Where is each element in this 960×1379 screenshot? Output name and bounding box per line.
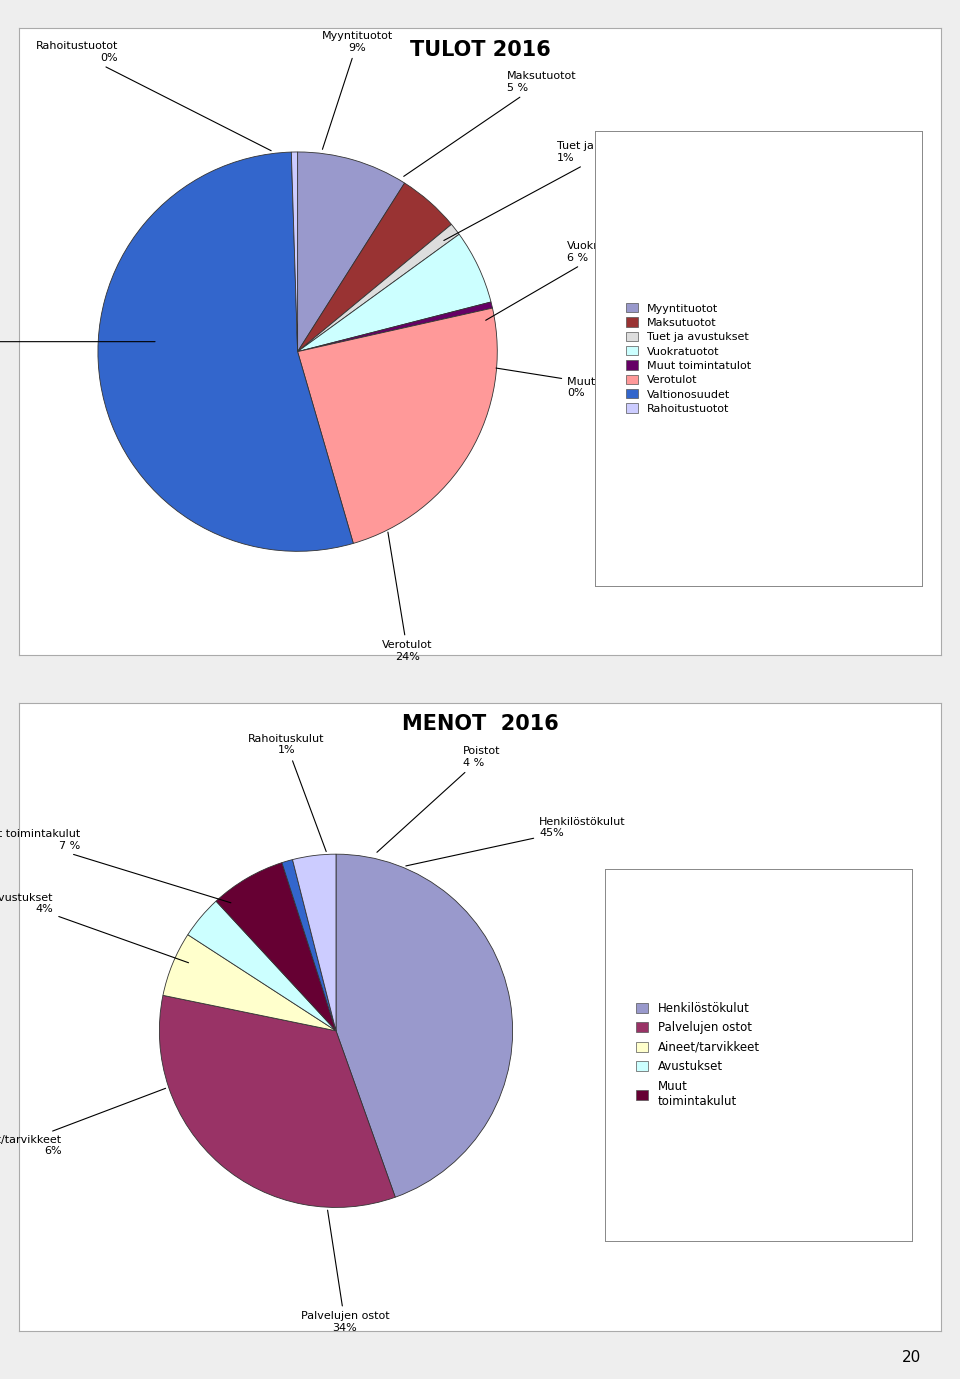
Legend: Henkilöstökulut, Palvelujen ostot, Aineet/tarvikkeet, Avustukset, Muut
toimintak: Henkilöstökulut, Palvelujen ostot, Ainee… (626, 993, 770, 1117)
Text: Myyntituotot
9%: Myyntituotot 9% (322, 32, 394, 149)
Wedge shape (298, 225, 459, 352)
Text: 20: 20 (902, 1350, 922, 1365)
Text: Maksutuotot
5 %: Maksutuotot 5 % (404, 72, 577, 177)
Text: Poistot
4 %: Poistot 4 % (377, 746, 501, 852)
Text: Palvelujen ostot
34%: Palvelujen ostot 34% (300, 1211, 389, 1333)
Text: TULOT 2016: TULOT 2016 (410, 40, 550, 59)
Text: Rahoitustuotot
0%: Rahoitustuotot 0% (36, 41, 271, 150)
Text: Muut toimintatulot
0%: Muut toimintatulot 0% (496, 368, 671, 399)
Wedge shape (291, 152, 298, 352)
Legend: Myyntituotot, Maksutuotot, Tuet ja avustukset, Vuokratuotot, Muut toimintatulot,: Myyntituotot, Maksutuotot, Tuet ja avust… (617, 294, 760, 423)
Text: Vuokratuotot
6 %: Vuokratuotot 6 % (486, 241, 639, 320)
Text: Avustukset
4%: Avustukset 4% (0, 892, 188, 963)
Wedge shape (282, 859, 336, 1030)
Wedge shape (98, 152, 353, 552)
Wedge shape (163, 935, 336, 1030)
Wedge shape (298, 152, 404, 352)
Wedge shape (293, 854, 336, 1030)
Wedge shape (298, 183, 451, 352)
Wedge shape (298, 308, 497, 543)
Text: MENOT  2016: MENOT 2016 (401, 714, 559, 734)
Text: Valtionosuudet
54%: Valtionosuudet 54% (0, 331, 156, 353)
Wedge shape (216, 863, 336, 1030)
Wedge shape (159, 996, 396, 1208)
Text: Muut toimintakulut
7 %: Muut toimintakulut 7 % (0, 829, 231, 903)
Text: Tuet ja avustukset
1%: Tuet ja avustukset 1% (444, 141, 659, 240)
Wedge shape (298, 234, 491, 352)
Text: Rahoituskulut
1%: Rahoituskulut 1% (249, 734, 326, 852)
Wedge shape (336, 854, 513, 1197)
Wedge shape (298, 302, 492, 352)
Text: Henkilöstökulut
45%: Henkilöstökulut 45% (406, 816, 626, 866)
Text: Verotulot
24%: Verotulot 24% (382, 532, 433, 662)
Text: Aineet/tarvikkeet
6%: Aineet/tarvikkeet 6% (0, 1088, 165, 1157)
Wedge shape (188, 900, 336, 1030)
